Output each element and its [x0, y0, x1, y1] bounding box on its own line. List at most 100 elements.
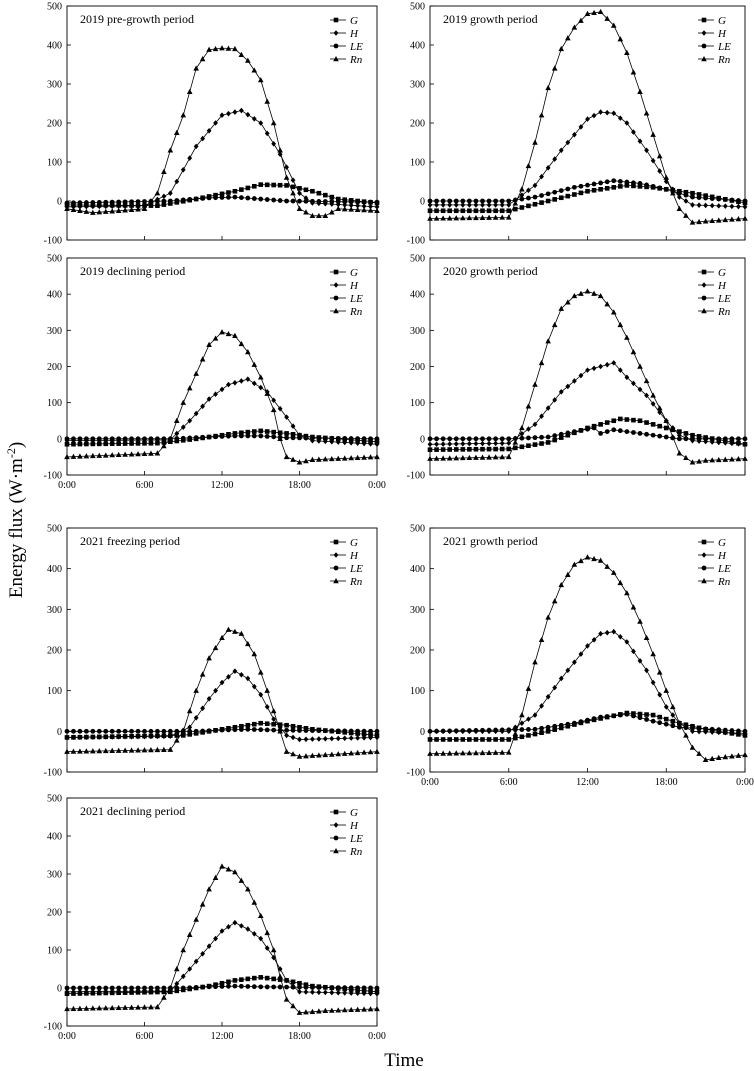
data-point-g: [232, 431, 238, 436]
data-point-le: [310, 198, 315, 204]
data-point-h: [122, 733, 128, 740]
data-point-le: [624, 429, 630, 434]
data-point-le: [284, 198, 289, 204]
data-point-le: [558, 188, 564, 194]
data-point-rn: [77, 207, 83, 213]
data-point-le: [624, 179, 630, 185]
y-axis-title-main: Energy flux (W·m: [6, 458, 27, 598]
data-point-h: [83, 734, 89, 741]
data-point-le: [200, 196, 206, 201]
data-point-g: [245, 722, 251, 728]
data-point-g: [618, 184, 623, 189]
data-point-le: [142, 199, 147, 204]
data-point-le: [565, 186, 571, 192]
data-point-le: [519, 435, 525, 441]
data-point-le: [526, 727, 531, 732]
data-point-rn: [115, 451, 122, 458]
data-point-le: [310, 435, 315, 441]
data-point-h: [71, 988, 76, 995]
data-point-le: [709, 726, 715, 732]
series-h: [64, 107, 380, 210]
legend-marker-le: [333, 43, 339, 49]
data-point-g: [434, 208, 439, 214]
data-point-le: [290, 727, 296, 733]
data-point-g: [297, 186, 302, 191]
data-point-le: [303, 728, 309, 733]
legend-marker-rn: [701, 578, 707, 584]
data-point-le: [219, 195, 225, 200]
legend-marker-rn: [701, 308, 707, 314]
data-point-rn: [578, 557, 584, 564]
data-point-le: [335, 435, 341, 441]
data-point-rn: [709, 457, 715, 463]
data-point-rn: [199, 356, 206, 362]
data-point-rn: [446, 750, 453, 756]
y-tick-label: 300: [47, 605, 62, 616]
data-point-le: [368, 199, 373, 205]
data-point-le: [427, 198, 433, 204]
chart-panel-5: 500 400 300 200 100 0 -100 2021 freezing period…: [44, 524, 380, 779]
data-point-h: [539, 703, 544, 709]
legend-label-g: G: [718, 537, 726, 549]
data-point-g: [683, 431, 689, 436]
data-point-h: [193, 143, 199, 150]
data-point-h: [142, 202, 147, 209]
data-point-rn: [270, 947, 277, 953]
data-point-h: [709, 202, 715, 209]
legend-marker-h: [333, 552, 339, 558]
series-le: [64, 726, 380, 734]
legend-marker-le: [701, 565, 707, 571]
data-point-le: [486, 198, 492, 204]
data-point-h: [77, 734, 83, 741]
data-point-h: [460, 202, 466, 208]
data-point-h: [493, 202, 499, 208]
data-point-h: [506, 440, 512, 446]
data-point-h: [322, 735, 328, 742]
legend-marker-h: [701, 282, 707, 288]
y-axis-title: Energy flux (W·m-2): [4, 442, 27, 598]
data-point-g: [539, 441, 544, 446]
data-point-h: [644, 392, 649, 399]
data-point-le: [361, 436, 367, 442]
data-point-rn: [604, 301, 610, 307]
data-point-h: [670, 425, 676, 431]
data-point-g: [447, 737, 452, 742]
data-point-le: [427, 436, 433, 442]
data-point-le: [90, 985, 96, 991]
data-point-le: [637, 715, 643, 721]
data-point-h: [258, 691, 264, 698]
data-point-rn: [270, 406, 277, 413]
data-point-g: [245, 185, 251, 191]
data-point-g: [213, 192, 218, 198]
data-point-rn: [735, 456, 742, 462]
data-point-rn: [670, 190, 676, 196]
y-tick-label: 400: [410, 41, 425, 52]
data-point-h: [297, 432, 302, 439]
data-point-g: [271, 721, 276, 727]
data-point-rn: [64, 205, 70, 211]
y-tick-label: 400: [47, 832, 62, 843]
data-point-rn: [676, 720, 683, 726]
data-point-g: [513, 206, 518, 212]
data-point-g: [690, 190, 695, 196]
data-point-le: [135, 985, 141, 991]
data-point-h: [578, 372, 584, 379]
data-point-le: [155, 985, 160, 991]
data-point-g: [168, 201, 173, 206]
data-point-h: [631, 380, 636, 387]
data-point-h: [200, 951, 206, 957]
data-point-g: [513, 445, 518, 451]
data-point-h: [264, 704, 270, 710]
data-point-rn: [83, 453, 90, 459]
data-point-le: [644, 717, 649, 722]
data-point-g: [499, 208, 505, 214]
data-point-rn: [565, 35, 571, 41]
data-point-le: [322, 435, 328, 441]
data-point-le: [676, 436, 682, 442]
data-point-g: [174, 438, 180, 444]
data-point-rn: [361, 207, 367, 213]
data-point-rn: [348, 455, 354, 461]
data-point-le: [251, 984, 257, 990]
